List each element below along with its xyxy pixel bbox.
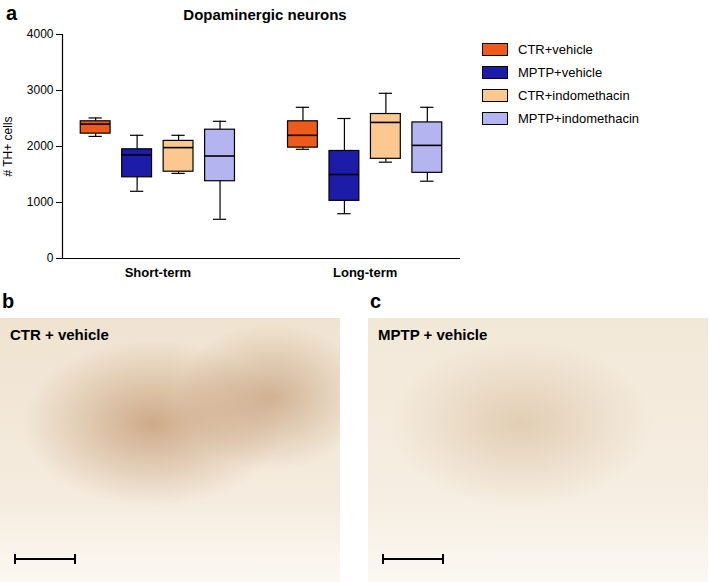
- svg-text:1000: 1000: [27, 195, 54, 209]
- html-text:CTR + vehicle: CTR + vehicle: [10, 326, 109, 343]
- html-text:b: b: [2, 290, 15, 312]
- html-text:c: c: [370, 290, 382, 312]
- html-text:CTR+indomethacin: CTR+indomethacin: [518, 88, 630, 103]
- svg-text:# TH+ cells: # TH+ cells: [1, 116, 15, 176]
- html-text:MPTP + vehicle: MPTP + vehicle: [378, 326, 488, 343]
- svg-text:3000: 3000: [27, 83, 54, 97]
- html-text:Dopaminergic neurons: Dopaminergic neurons: [183, 6, 347, 23]
- svg-text:4000: 4000: [27, 27, 54, 41]
- svg-text:Short-term: Short-term: [125, 265, 191, 280]
- html-text:a: a: [6, 2, 18, 24]
- html-text:CTR+vehicle: CTR+vehicle: [518, 42, 593, 57]
- svg-text:0: 0: [47, 251, 54, 265]
- html-text:MPTP+vehicle: MPTP+vehicle: [518, 65, 603, 80]
- svg-text:Long-term: Long-term: [333, 265, 397, 280]
- svg-text:2000: 2000: [27, 139, 54, 153]
- html-text:MPTP+indomethacin: MPTP+indomethacin: [518, 111, 639, 126]
